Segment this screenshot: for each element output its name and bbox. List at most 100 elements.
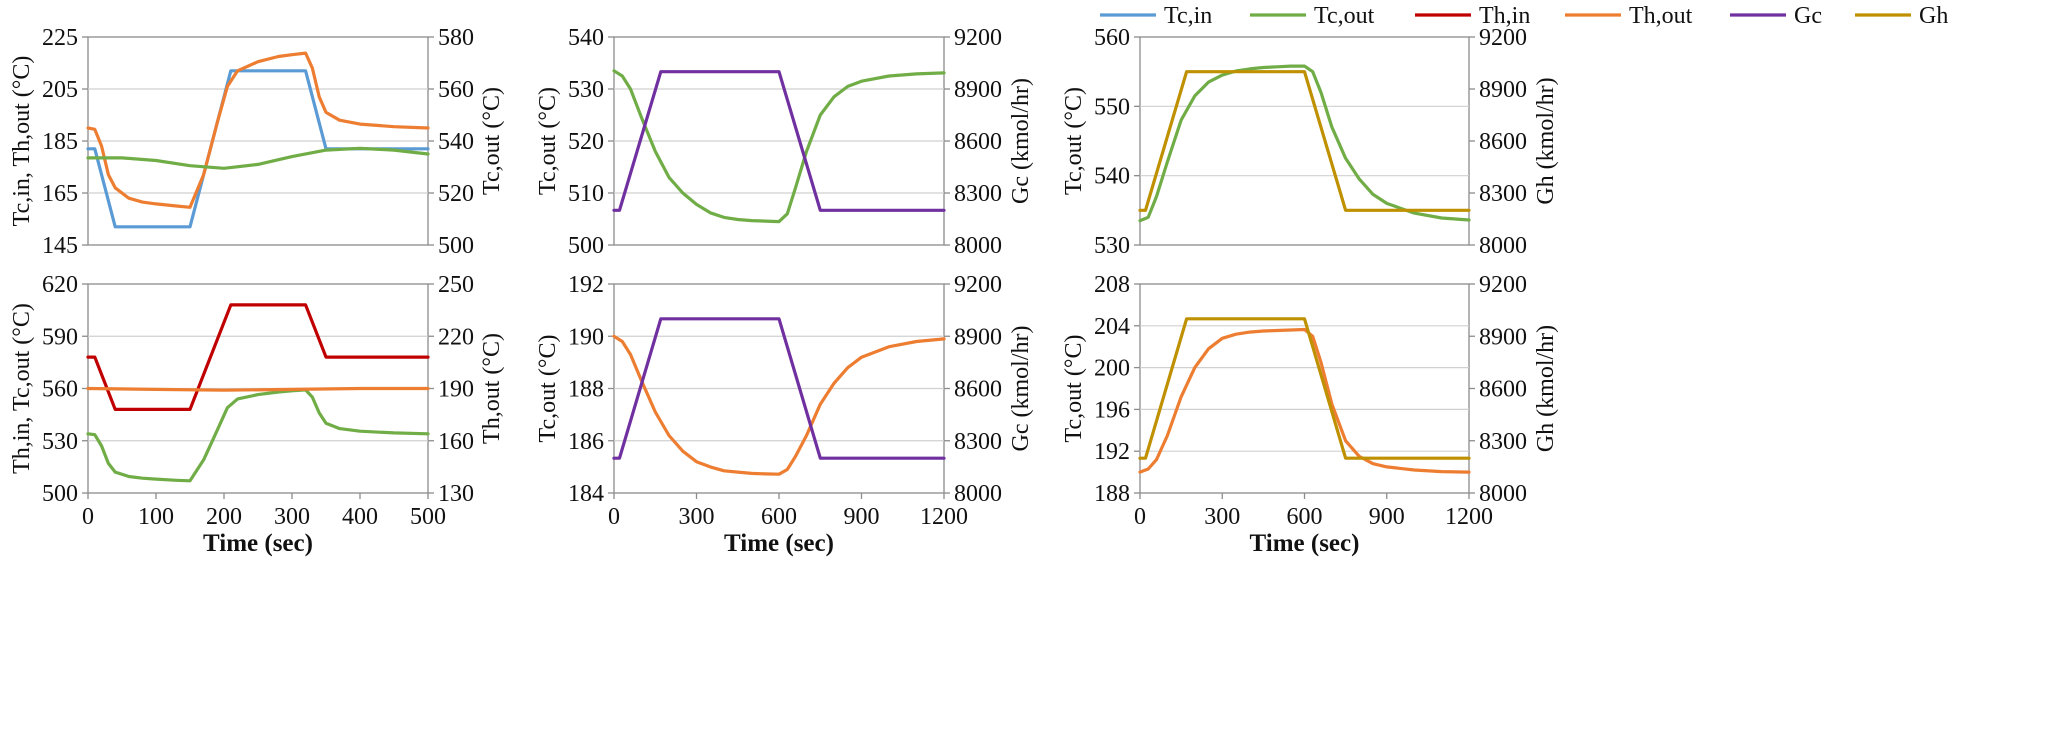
y2-tick-label: 8900 bbox=[1479, 77, 1527, 103]
series-line-th-out bbox=[86, 51, 430, 209]
y-tick-label: 185 bbox=[42, 129, 78, 155]
y2-tick-label: 8300 bbox=[954, 429, 1002, 455]
y2-tick-label: 250 bbox=[438, 272, 474, 298]
y2-tick-label: 130 bbox=[438, 481, 474, 507]
y2-tick-label: 8300 bbox=[1479, 429, 1527, 455]
y2-tick-label: 8600 bbox=[1479, 377, 1527, 403]
x-tick-label: 600 bbox=[1287, 504, 1323, 530]
y2-tick-label: 8900 bbox=[1479, 324, 1527, 350]
legend-label-gh: Gh bbox=[1919, 3, 1948, 29]
legend-label-gc: Gc bbox=[1794, 3, 1822, 29]
x-axis-label: Time (sec) bbox=[724, 530, 834, 557]
y-axis-label: Tc,out (°C) bbox=[535, 335, 561, 443]
x-tick-label: 0 bbox=[1134, 504, 1146, 530]
y-tick-label: 225 bbox=[42, 25, 78, 51]
x-tick-label: 0 bbox=[82, 504, 94, 530]
x-tick-label: 1200 bbox=[920, 504, 968, 530]
y-tick-label: 208 bbox=[1094, 272, 1130, 298]
series-line-gc bbox=[612, 317, 946, 460]
y-tick-label: 186 bbox=[568, 429, 604, 455]
y-tick-label: 165 bbox=[42, 181, 78, 207]
y-tick-label: 500 bbox=[42, 481, 78, 507]
legend-label-th-out: Th,out bbox=[1629, 3, 1693, 29]
x-tick-label: 900 bbox=[844, 504, 880, 530]
y-tick-label: 188 bbox=[1094, 481, 1130, 507]
y-tick-label: 620 bbox=[42, 272, 78, 298]
y-tick-label: 500 bbox=[568, 233, 604, 259]
y-tick-label: 520 bbox=[568, 129, 604, 155]
series-line-tc-out bbox=[612, 69, 946, 224]
y-tick-label: 192 bbox=[1094, 439, 1130, 465]
y2-tick-label: 8000 bbox=[954, 481, 1002, 507]
y2-tick-label: 160 bbox=[438, 429, 474, 455]
x-tick-label: 900 bbox=[1369, 504, 1405, 530]
y-tick-label: 530 bbox=[568, 77, 604, 103]
series-line-tc-out bbox=[86, 146, 430, 170]
series-line-tc-out bbox=[86, 388, 430, 483]
y-tick-label: 196 bbox=[1094, 397, 1130, 423]
chart-panel-5: 184 186 188 190 192 8000 8300 8600 8900 9200 0 300 6… bbox=[535, 272, 1034, 557]
series-line-th-out bbox=[1138, 327, 1471, 474]
y2-tick-label: 8000 bbox=[954, 233, 1002, 259]
series-line-gh bbox=[1138, 317, 1471, 460]
x-axis-label: Time (sec) bbox=[1250, 530, 1360, 557]
y2-tick-label: 500 bbox=[438, 233, 474, 259]
chart-panel-3: 530 540 550 560 8000 8300 8600 8900 9200 Tc,out (… bbox=[1061, 25, 1559, 259]
series-line-gc bbox=[612, 70, 946, 212]
y-tick-label: 145 bbox=[42, 233, 78, 259]
y2-tick-label: 9200 bbox=[1479, 272, 1527, 298]
y2-tick-label: 8600 bbox=[954, 377, 1002, 403]
y2-axis-label: Th,out (°C) bbox=[479, 333, 505, 444]
y2-tick-label: 580 bbox=[438, 25, 474, 51]
chart-panel-2: 500 510 520 530 540 8000 8300 8600 8900 9200 Tc,ou… bbox=[535, 25, 1034, 259]
y2-tick-label: 8300 bbox=[1479, 181, 1527, 207]
y-tick-label: 510 bbox=[568, 181, 604, 207]
y2-tick-label: 9200 bbox=[1479, 25, 1527, 51]
y2-tick-label: 8000 bbox=[1479, 481, 1527, 507]
y-tick-label: 550 bbox=[1094, 94, 1130, 120]
y2-axis-label: Gh (kmol/hr) bbox=[1533, 77, 1559, 204]
y-tick-label: 188 bbox=[568, 377, 604, 403]
y-tick-label: 205 bbox=[42, 77, 78, 103]
y-tick-label: 560 bbox=[42, 377, 78, 403]
series-line-th-out bbox=[612, 334, 946, 476]
x-tick-label: 200 bbox=[206, 504, 242, 530]
legend: Tc,in Tc,out Th,in Th,out Gc Gh bbox=[1100, 3, 1948, 29]
y2-tick-label: 220 bbox=[438, 324, 474, 350]
y-tick-label: 540 bbox=[568, 25, 604, 51]
y-axis-label: Tc,out (°C) bbox=[1061, 335, 1087, 443]
x-tick-label: 400 bbox=[342, 504, 378, 530]
y-tick-label: 204 bbox=[1094, 314, 1130, 340]
series-line-gh bbox=[1138, 70, 1471, 212]
y2-tick-label: 9200 bbox=[954, 25, 1002, 51]
y-tick-label: 200 bbox=[1094, 356, 1130, 382]
y2-axis-label: Tc,out (°C) bbox=[479, 87, 505, 195]
y-tick-label: 192 bbox=[568, 272, 604, 298]
legend-label-th-in: Th,in bbox=[1479, 3, 1530, 29]
y2-axis-label: Gc (kmol/hr) bbox=[1008, 326, 1034, 452]
y2-tick-label: 540 bbox=[438, 129, 474, 155]
panels: 145 165 185 205 225 500 520 540 560 580 Tc,in, Th,… bbox=[9, 25, 1559, 557]
series-line-tc-out bbox=[1138, 64, 1471, 223]
y-tick-label: 590 bbox=[42, 324, 78, 350]
y-tick-label: 530 bbox=[1094, 233, 1130, 259]
y2-tick-label: 520 bbox=[438, 181, 474, 207]
y2-tick-label: 190 bbox=[438, 377, 474, 403]
y-axis-label: Tc,out (°C) bbox=[535, 87, 561, 195]
x-tick-label: 600 bbox=[761, 504, 797, 530]
y2-tick-label: 8600 bbox=[954, 129, 1002, 155]
y2-tick-label: 560 bbox=[438, 77, 474, 103]
chart-panel-6: 188 192 196 200 204 208 8000 8300 8600 8900 9200 0 3… bbox=[1061, 272, 1559, 557]
x-tick-label: 300 bbox=[274, 504, 310, 530]
x-tick-label: 1200 bbox=[1445, 504, 1493, 530]
y2-tick-label: 8900 bbox=[954, 77, 1002, 103]
x-tick-label: 500 bbox=[410, 504, 446, 530]
y2-tick-label: 8300 bbox=[954, 181, 1002, 207]
y2-tick-label: 8000 bbox=[1479, 233, 1527, 259]
legend-label-tc-out: Tc,out bbox=[1314, 3, 1375, 29]
y-tick-label: 530 bbox=[42, 429, 78, 455]
y2-axis-label: Gc (kmol/hr) bbox=[1008, 78, 1034, 204]
y2-tick-label: 9200 bbox=[954, 272, 1002, 298]
x-tick-label: 100 bbox=[138, 504, 174, 530]
